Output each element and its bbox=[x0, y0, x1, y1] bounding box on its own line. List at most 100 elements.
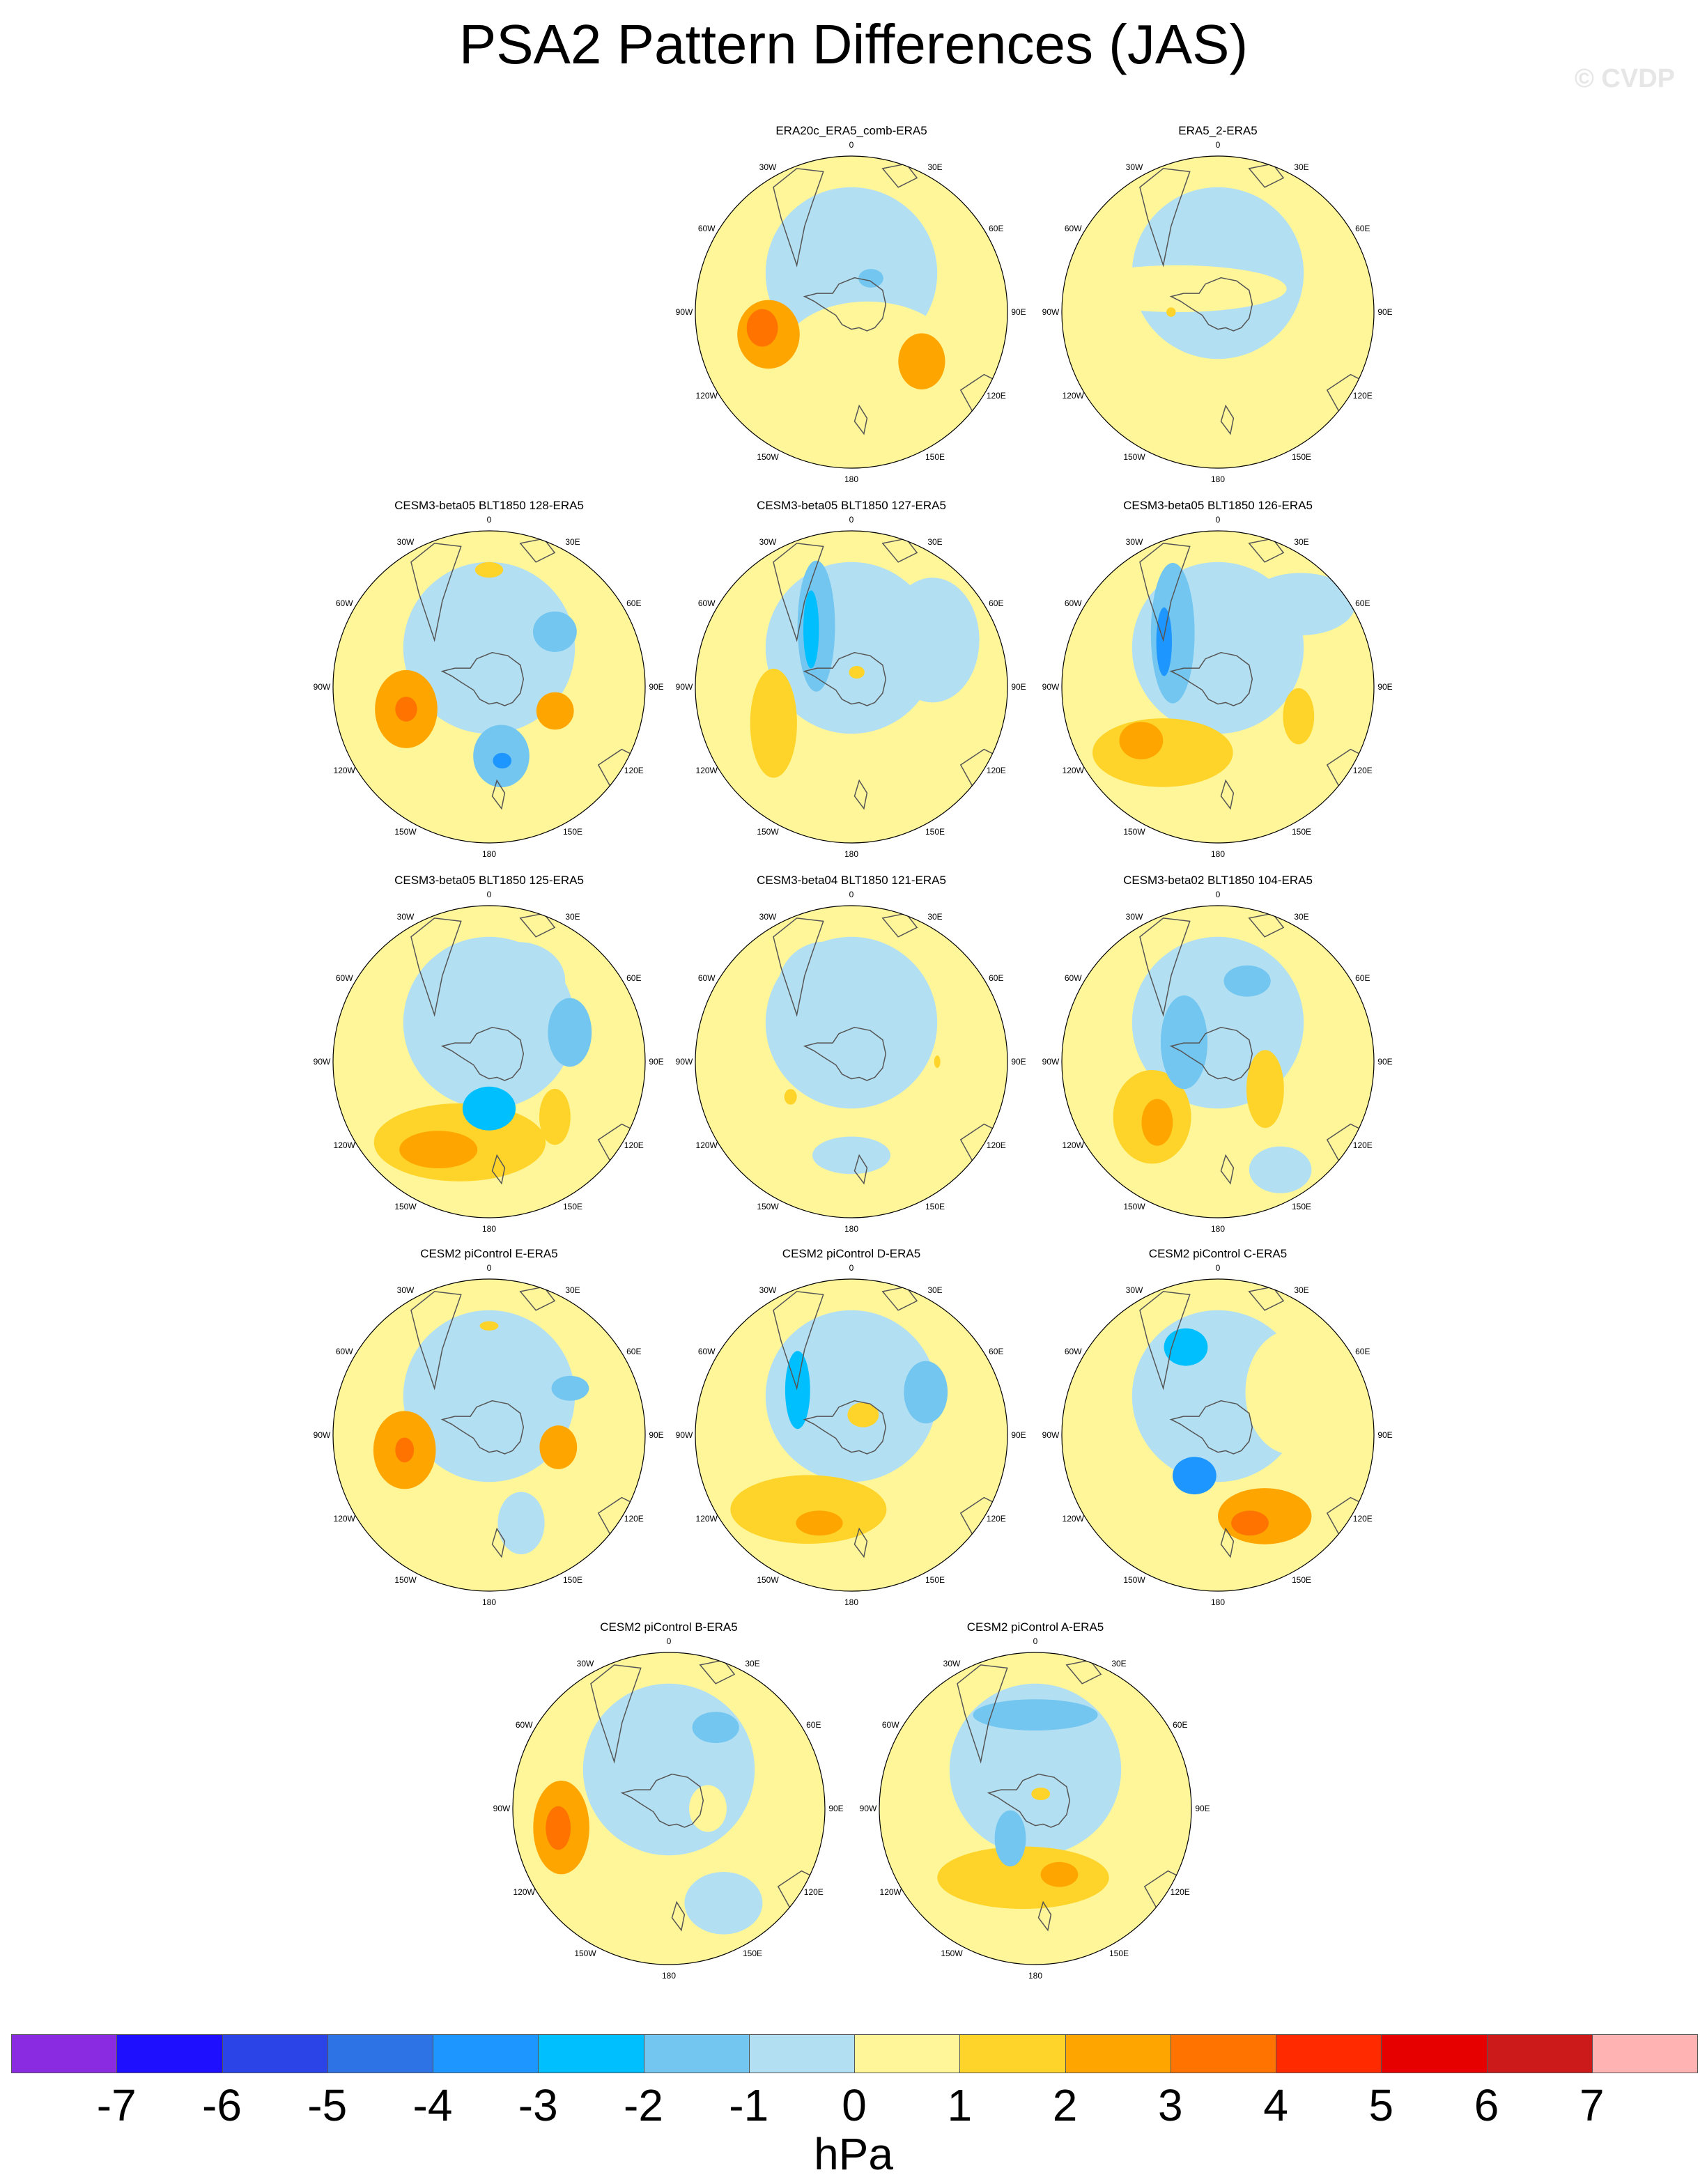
coastline-africa bbox=[1248, 913, 1285, 938]
coastline-south-america bbox=[773, 917, 824, 1017]
longitude-label: 120E bbox=[1353, 1140, 1373, 1150]
coastline-africa bbox=[1248, 163, 1285, 188]
map-panel: CESM2 piControl C-ERA5 0 30E 60E 90E 120E 150E… bbox=[1037, 1247, 1399, 1609]
longitude-label: 0 bbox=[1216, 515, 1221, 525]
coastline-africa bbox=[519, 538, 556, 563]
longitude-label: 90E bbox=[1011, 682, 1026, 692]
anomaly-contour bbox=[551, 1375, 589, 1401]
map-panel: CESM3-beta05 BLT1850 126-ERA5 0 30E 60E 90E 1… bbox=[1037, 499, 1399, 861]
longitude-label: 150W bbox=[757, 1202, 779, 1211]
longitude-label: 90W bbox=[676, 307, 693, 317]
longitude-label: 120W bbox=[696, 1140, 718, 1150]
polar-map: 0 30E 60E 90E 120E 150E 180 150W 120W 90W 60W 30W bbox=[676, 890, 1026, 1234]
colorbar-swatch bbox=[116, 2034, 223, 2073]
anomaly-contour bbox=[1223, 965, 1271, 997]
panel-title: CESM3-beta05 BLT1850 127-ERA5 bbox=[757, 499, 946, 512]
longitude-label: 30E bbox=[1294, 1285, 1308, 1295]
longitude-label: 150W bbox=[394, 1575, 417, 1585]
longitude-label: 30W bbox=[759, 1285, 777, 1295]
longitude-label: 30E bbox=[565, 537, 580, 547]
map-boundary bbox=[1061, 155, 1375, 469]
coastline-africa bbox=[1248, 1286, 1285, 1311]
anomaly-contour bbox=[1173, 1457, 1216, 1495]
longitude-label: 60E bbox=[626, 1347, 641, 1356]
longitude-label: 150W bbox=[574, 1949, 596, 1958]
anomaly-contour bbox=[1249, 1146, 1312, 1193]
longitude-label: 60E bbox=[626, 598, 641, 608]
longitude-label: 120W bbox=[696, 766, 718, 775]
longitude-label: 120W bbox=[696, 391, 718, 401]
coastline-new-zealand bbox=[1220, 404, 1235, 435]
coastline-new-zealand bbox=[1037, 1900, 1052, 1932]
longitude-label: 60W bbox=[1065, 973, 1082, 983]
anomaly-contour bbox=[1245, 1329, 1339, 1455]
longitude-label: 60E bbox=[1355, 973, 1370, 983]
coastline-antarctica bbox=[1169, 277, 1253, 332]
longitude-label: 60E bbox=[989, 973, 1003, 983]
longitude-label: 30E bbox=[565, 912, 580, 922]
panel-title: CESM3-beta05 BLT1850 126-ERA5 bbox=[1123, 499, 1313, 512]
longitude-label: 150E bbox=[1292, 1575, 1311, 1585]
map-panel: CESM3-beta04 BLT1850 121-ERA5 0 30E 60E 90E 1… bbox=[670, 874, 1033, 1236]
map-boundary bbox=[1061, 1278, 1375, 1592]
coastline-antarctica bbox=[803, 1400, 887, 1455]
colorbar-swatch bbox=[1170, 2034, 1276, 2073]
colorbar-tick-label: 4 bbox=[1263, 2080, 1288, 2130]
longitude-label: 180 bbox=[1028, 1971, 1042, 1981]
polar-map: 0 30E 60E 90E 120E 150E 180 150W 120W 90W 60W 30W bbox=[676, 515, 1026, 859]
coastline-new-zealand bbox=[491, 779, 506, 810]
coastline-antarctica bbox=[620, 1773, 704, 1828]
coastline-africa bbox=[1065, 1659, 1102, 1685]
longitude-label: 120W bbox=[1063, 1514, 1085, 1524]
longitude-label: 180 bbox=[1211, 474, 1225, 484]
colorbar-tick-label: -2 bbox=[624, 2080, 663, 2130]
longitude-label: 60W bbox=[1065, 1347, 1082, 1356]
longitude-label: 30W bbox=[759, 162, 777, 172]
longitude-label: 30W bbox=[1126, 537, 1143, 547]
anomaly-contour bbox=[750, 668, 797, 778]
coastline-new-zealand bbox=[1220, 779, 1235, 810]
longitude-label: 0 bbox=[1216, 1263, 1221, 1273]
polar-map: 0 30E 60E 90E 120E 150E 180 150W 120W 90W 60W 30W bbox=[676, 1263, 1026, 1607]
longitude-label: 30W bbox=[397, 537, 415, 547]
panel-title: ERA20c_ERA5_comb-ERA5 bbox=[775, 124, 927, 137]
colorbar-swatch bbox=[433, 2034, 539, 2073]
colorbar-tick-label: 7 bbox=[1579, 2080, 1605, 2130]
longitude-label: 180 bbox=[844, 474, 858, 484]
anomaly-contour bbox=[479, 1321, 499, 1331]
longitude-label: 150E bbox=[743, 1949, 762, 1958]
longitude-label: 30W bbox=[1126, 162, 1143, 172]
coastline-africa bbox=[699, 1659, 736, 1685]
colorbar-swatch bbox=[1591, 2034, 1698, 2073]
panel-title: CESM3-beta02 BLT1850 104-ERA5 bbox=[1123, 874, 1313, 887]
map-panel: CESM2 piControl B-ERA5 0 30E 60E 90E 120E 150E… bbox=[488, 1620, 850, 1983]
longitude-label: 0 bbox=[667, 1636, 672, 1646]
colorbar-tick-label: 3 bbox=[1157, 2080, 1183, 2130]
map-panel: CESM2 piControl D-ERA5 0 30E 60E 90E 120E 150E… bbox=[670, 1247, 1033, 1609]
longitude-label: 30W bbox=[759, 537, 777, 547]
colorbar-tick-label: 0 bbox=[842, 2080, 867, 2130]
anomaly-contour bbox=[1166, 307, 1176, 317]
longitude-label: 90E bbox=[649, 1057, 663, 1067]
longitude-label: 60W bbox=[882, 1720, 899, 1730]
anomaly-contour bbox=[1317, 288, 1374, 382]
longitude-label: 30E bbox=[1294, 162, 1308, 172]
coastline-africa bbox=[519, 913, 556, 938]
longitude-label: 120W bbox=[513, 1887, 536, 1897]
longitude-label: 120E bbox=[624, 1514, 644, 1524]
longitude-label: 180 bbox=[1211, 849, 1225, 859]
coastline-antarctica bbox=[1169, 1400, 1253, 1455]
longitude-label: 60W bbox=[336, 973, 353, 983]
coastline-antarctica bbox=[803, 1026, 887, 1081]
panel-title: CESM3-beta05 BLT1850 128-ERA5 bbox=[394, 499, 584, 512]
anomaly-contour bbox=[730, 1475, 887, 1544]
coastline-new-zealand bbox=[854, 1154, 868, 1185]
longitude-label: 90W bbox=[314, 1057, 331, 1067]
longitude-label: 180 bbox=[482, 849, 496, 859]
colorbar-tick-label: -1 bbox=[729, 2080, 769, 2130]
anomaly-region bbox=[949, 1683, 1122, 1856]
longitude-label: 180 bbox=[482, 1224, 496, 1234]
coastline-south-america bbox=[773, 543, 824, 642]
coastline-antarctica bbox=[440, 651, 525, 706]
coastline-new-zealand bbox=[854, 1527, 868, 1558]
